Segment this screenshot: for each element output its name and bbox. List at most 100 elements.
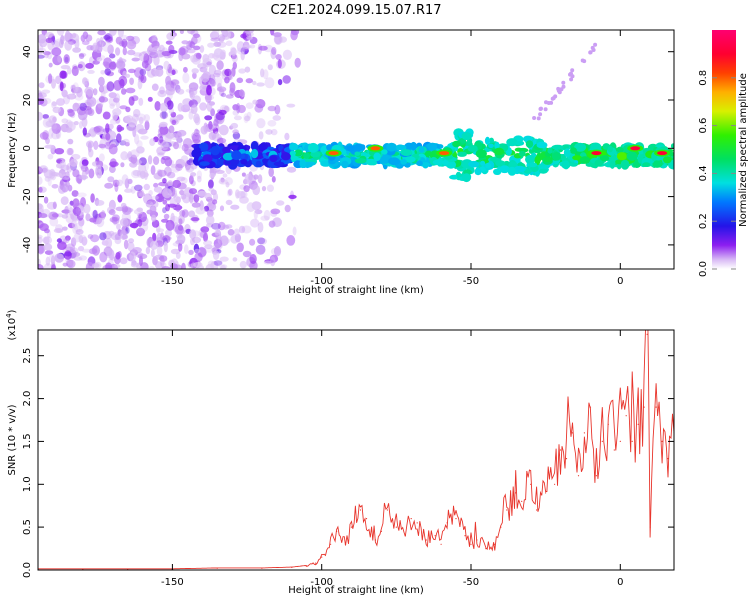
y-tick-label: 2.5 — [22, 348, 33, 364]
noise-blob — [43, 51, 51, 56]
noise-blob — [115, 206, 125, 212]
noise-blob — [225, 40, 233, 47]
noise-blob — [267, 120, 277, 127]
noise-blob — [190, 104, 198, 115]
noise-blob — [222, 173, 228, 178]
noise-blob — [139, 68, 147, 76]
y-tick-label: 1.0 — [22, 476, 33, 492]
noise-blob — [225, 224, 233, 229]
noise-blob — [147, 155, 153, 165]
signal-blob — [289, 142, 299, 151]
snr-point — [82, 568, 84, 570]
noise-blob — [56, 213, 64, 218]
noise-blob — [240, 51, 245, 61]
noise-blob — [162, 178, 167, 184]
snr-point — [506, 509, 508, 511]
signal-blob — [195, 147, 201, 153]
trail-blob — [591, 48, 596, 52]
noise-blob — [213, 243, 223, 250]
noise-blob — [73, 86, 82, 94]
noise-blob — [157, 90, 167, 98]
noise-blob — [60, 34, 65, 45]
signal-blob — [474, 168, 482, 176]
signal-blob — [441, 160, 449, 165]
trail-blob — [557, 90, 562, 95]
signal-blob — [523, 168, 532, 174]
colorbar-tick-label: 0.2 — [698, 213, 709, 229]
x-tick-label: 0 — [617, 577, 623, 588]
y-tick-label: -20 — [22, 188, 33, 204]
noise-blob — [200, 125, 208, 135]
noise-blob — [122, 47, 128, 56]
signal-blob — [616, 147, 624, 153]
spectrogram-x-label: Height of straight line (km) — [288, 285, 424, 296]
noise-blob — [231, 53, 238, 63]
noise-blob — [157, 152, 165, 157]
noise-blob — [249, 254, 257, 264]
snr-point — [425, 539, 427, 541]
signal-blob — [452, 140, 461, 148]
noise-blob — [131, 36, 141, 45]
snr-frame — [37, 329, 675, 571]
noise-blob — [86, 45, 94, 51]
snr-axes: -150 -100 -50 0 0.0 0.5 1.0 1.5 2.0 2.5 — [22, 330, 674, 588]
noise-blob — [166, 100, 174, 110]
noise-blob — [233, 228, 240, 236]
noise-blob — [127, 68, 136, 74]
noise-blob — [208, 179, 214, 189]
noise-blob — [66, 93, 77, 100]
noise-blob — [206, 209, 214, 218]
snr-point — [330, 543, 332, 545]
snr-point — [667, 458, 669, 460]
noise-blob — [154, 101, 161, 111]
noise-blob — [176, 88, 185, 95]
noise-blob — [157, 169, 167, 177]
noise-blob — [189, 91, 196, 100]
noise-blob — [252, 184, 261, 196]
x-tick-label: -100 — [310, 577, 333, 588]
noise-blob — [129, 222, 139, 229]
noise-blob — [67, 204, 72, 209]
noise-blob — [71, 65, 79, 77]
noise-blob — [241, 225, 252, 234]
signal-blob — [354, 151, 361, 156]
noise-blob — [65, 235, 71, 241]
noise-blob — [228, 188, 233, 196]
noise-blob — [39, 132, 49, 140]
noise-blob — [211, 222, 221, 230]
noise-blob — [236, 242, 244, 253]
noise-blob — [100, 55, 106, 61]
noise-blob — [197, 190, 207, 197]
noise-blob — [151, 195, 160, 200]
noise-blob — [211, 133, 222, 142]
noise-blob — [245, 78, 253, 84]
noise-blob — [239, 260, 247, 269]
noise-blob — [257, 237, 266, 245]
noise-blob — [165, 75, 172, 86]
signal-blob — [251, 148, 259, 159]
x-tick-label: -50 — [463, 276, 479, 287]
noise-blob — [39, 223, 49, 232]
noise-blob — [143, 193, 153, 205]
snr-point — [470, 543, 472, 545]
noise-blob — [202, 62, 208, 74]
noise-blob — [261, 186, 267, 192]
noise-blob — [210, 31, 217, 39]
noise-blob — [136, 140, 143, 148]
noise-blob — [188, 210, 196, 218]
noise-blob — [268, 220, 276, 228]
colorbar-ticks: 0.0 0.2 0.4 0.6 0.8 — [698, 70, 736, 277]
noise-blob — [138, 211, 147, 223]
noise-blob — [224, 68, 232, 77]
noise-blob — [184, 103, 191, 110]
snr-point — [395, 526, 397, 528]
noise-blob — [242, 250, 252, 258]
noise-blob — [151, 219, 160, 228]
peak-core — [630, 146, 641, 151]
noise-blob — [119, 257, 128, 265]
noise-blob — [192, 230, 201, 237]
signal-blob — [294, 149, 303, 157]
signal-blob — [379, 156, 391, 164]
noise-blob — [98, 76, 105, 87]
noise-blob — [161, 110, 167, 119]
